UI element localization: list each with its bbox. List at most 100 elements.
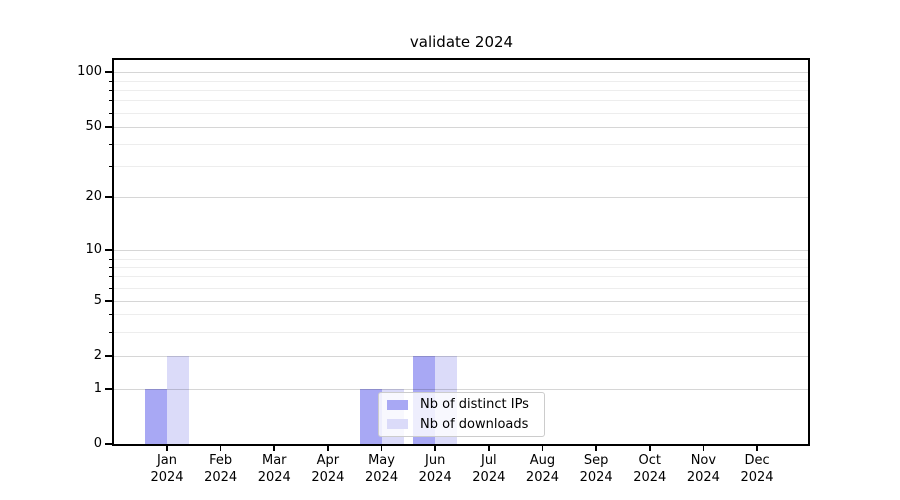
ytick-minor-4 xyxy=(108,313,112,315)
ytick-minor-40 xyxy=(108,143,112,145)
gridline-minor-8 xyxy=(114,267,810,268)
gridline-minor-3 xyxy=(114,332,810,333)
gridline-minor-4 xyxy=(114,314,810,315)
gridline-minor-7 xyxy=(114,276,810,277)
gridline-major-5 xyxy=(114,301,810,303)
xtick-jun xyxy=(434,446,436,451)
x-tick-label-nov: Nov 2024 xyxy=(671,452,735,486)
ytick-minor-8 xyxy=(108,266,112,268)
xtick-apr xyxy=(327,446,329,451)
y-tick-label-100: 100 xyxy=(77,64,102,79)
ytick-minor-9 xyxy=(108,258,112,260)
gridline-major-50 xyxy=(114,127,810,129)
x-tick-label-mar: Mar 2024 xyxy=(242,452,306,486)
x-tick-label-line: Sep xyxy=(583,453,609,468)
x-tick-label-line: 2024 xyxy=(633,470,667,485)
xtick-dec xyxy=(756,446,758,451)
bar-may-s0 xyxy=(359,389,382,444)
ytick-minor-80 xyxy=(108,89,112,91)
legend-entry-distinct-ips: Nb of distinct IPs xyxy=(387,397,544,412)
bar-jan-s1 xyxy=(167,356,189,444)
xtick-oct xyxy=(648,446,651,451)
gridline-minor-60 xyxy=(114,113,810,114)
chart-title: validate 2024 xyxy=(409,33,514,51)
ytick-minor-90 xyxy=(108,80,112,82)
ytick-major-1 xyxy=(105,388,112,390)
gridline-major-100 xyxy=(114,72,810,74)
y-tick-label-20: 20 xyxy=(85,189,102,204)
legend-swatch-downloads xyxy=(387,419,408,430)
x-tick-label-line: 2024 xyxy=(472,470,506,485)
gridline-minor-80 xyxy=(114,90,810,91)
legend: Nb of distinct IPs Nb of downloads xyxy=(378,392,545,437)
x-tick-label-line: Mar xyxy=(262,453,287,468)
x-tick-label-jun: Jun 2024 xyxy=(403,452,467,486)
gridline-major-1 xyxy=(114,389,810,391)
ytick-minor-6 xyxy=(108,287,112,289)
x-tick-label-may: May 2024 xyxy=(350,452,414,486)
x-tick-label-line: 2024 xyxy=(204,470,238,485)
bar-jan-s0 xyxy=(145,389,167,444)
x-tick-label-line: Dec xyxy=(744,453,770,468)
x-tick-label-line: Jan xyxy=(156,453,178,468)
x-tick-label-line: 2024 xyxy=(740,470,774,485)
gridline-major-10 xyxy=(114,250,810,252)
x-tick-label-apr: Apr 2024 xyxy=(296,452,360,486)
gridlines-layer xyxy=(114,60,810,444)
xtick-jan xyxy=(166,446,168,451)
x-tick-label-line: 2024 xyxy=(311,470,345,485)
ytick-major-100 xyxy=(105,71,112,73)
ytick-major-5 xyxy=(105,300,112,302)
x-tick-label-feb: Feb 2024 xyxy=(189,452,253,486)
x-tick-label-line: Oct xyxy=(638,453,661,468)
xtick-sep xyxy=(595,446,597,451)
y-tick-label-0: 0 xyxy=(93,436,102,451)
x-tick-label-line: Nov xyxy=(690,453,717,468)
x-tick-label-line: Aug xyxy=(529,453,556,468)
ytick-major-10 xyxy=(105,249,112,251)
gridline-minor-90 xyxy=(114,81,810,82)
legend-label: Nb of downloads xyxy=(420,416,529,432)
xtick-feb xyxy=(219,446,222,451)
x-tick-label-sep: Sep 2024 xyxy=(564,452,628,486)
gridline-minor-9 xyxy=(114,259,810,260)
gridline-minor-6 xyxy=(114,288,810,289)
x-tick-label-line: Feb xyxy=(209,453,233,468)
x-tick-label-line: 2024 xyxy=(579,470,613,485)
ytick-minor-3 xyxy=(108,331,112,333)
x-tick-label-line: Jul xyxy=(480,453,497,468)
x-tick-label-line: Apr xyxy=(316,453,340,468)
y-tick-label-50: 50 xyxy=(85,119,102,134)
gridline-minor-70 xyxy=(114,100,810,101)
y-tick-label-10: 10 xyxy=(85,242,102,257)
x-tick-label-aug: Aug 2024 xyxy=(510,452,574,486)
xtick-mar xyxy=(273,446,276,451)
xtick-jul xyxy=(488,446,490,451)
x-tick-label-oct: Oct 2024 xyxy=(618,452,682,486)
xtick-nov xyxy=(702,446,705,451)
x-tick-label-line: 2024 xyxy=(686,470,720,485)
x-tick-label-line: 2024 xyxy=(150,470,184,485)
x-tick-label-line: 2024 xyxy=(525,470,560,485)
y-tick-label-1: 1 xyxy=(93,381,102,396)
gridline-minor-30 xyxy=(114,166,810,167)
ytick-major-20 xyxy=(105,196,112,198)
y-tick-label-2: 2 xyxy=(93,348,102,363)
ytick-major-0 xyxy=(105,443,112,445)
legend-label: Nb of distinct IPs xyxy=(420,397,529,413)
xtick-may xyxy=(380,446,383,451)
legend-entry-downloads: Nb of downloads xyxy=(387,417,544,432)
x-tick-label-line: Jun xyxy=(425,453,446,468)
ytick-minor-70 xyxy=(108,99,112,101)
x-tick-label-jul: Jul 2024 xyxy=(457,452,521,486)
x-tick-label-line: 2024 xyxy=(257,470,291,485)
ytick-major-2 xyxy=(105,355,112,357)
x-tick-label-dec: Dec 2024 xyxy=(725,452,789,486)
gridline-major-2 xyxy=(114,356,810,358)
x-tick-label-line: May xyxy=(368,453,395,468)
y-tick-label-5: 5 xyxy=(93,293,102,308)
x-tick-label-jan: Jan 2024 xyxy=(135,452,199,486)
xtick-aug xyxy=(541,446,544,451)
gridline-major-20 xyxy=(114,197,810,199)
